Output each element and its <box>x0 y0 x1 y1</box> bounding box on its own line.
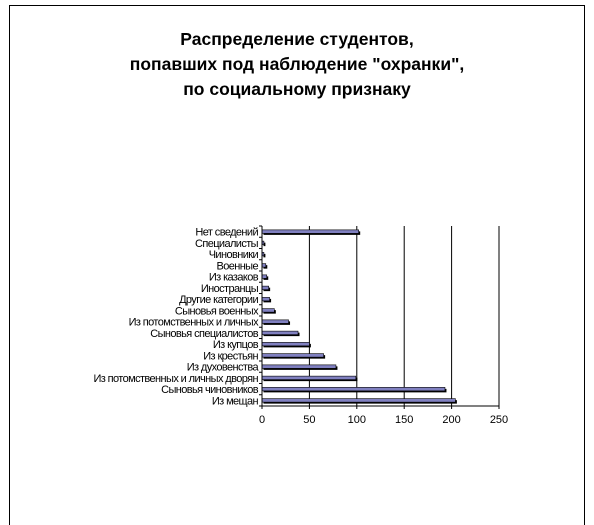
chart-title-line-2: попавших под наблюдение "охранки", <box>129 54 465 74</box>
category-label: Нет сведений <box>195 227 258 239</box>
category-label: Из мещан <box>212 395 259 407</box>
category-label: Сыновья чиновников <box>161 384 259 396</box>
bar <box>261 263 267 268</box>
bar <box>261 387 446 392</box>
x-tick-label: 0 <box>259 414 265 426</box>
category-label: Из потомственных и личных <box>129 317 259 329</box>
x-tick-label: 100 <box>348 414 366 426</box>
bar <box>261 285 269 290</box>
x-tick-label: 250 <box>490 414 508 426</box>
bar <box>261 330 299 335</box>
category-label: Сыновья специалистов <box>150 328 258 340</box>
category-label: Из крестьян <box>203 350 258 362</box>
x-tick-label: 200 <box>442 414 460 426</box>
chart-title-line-3: по социальному признаку <box>183 79 411 99</box>
chart-area <box>9 5 585 525</box>
category-label: Чиновники <box>209 249 259 261</box>
category-label: Иностранцы <box>201 283 259 295</box>
bar <box>261 342 310 347</box>
category-label: Из духовенства <box>187 362 260 374</box>
bar-shadow <box>263 253 266 258</box>
chart-title-line-1: Распределение студентов, <box>180 29 414 49</box>
tick-labels: 0 50 100 150 200 250 <box>259 414 508 426</box>
category-label: Из купцов <box>213 339 259 351</box>
bar-shadow <box>263 242 266 247</box>
bar <box>261 319 289 324</box>
axes <box>259 225 500 409</box>
x-tick-label: 150 <box>395 414 413 426</box>
category-label: Другие категории <box>179 294 258 306</box>
category-label: Специалисты <box>195 238 259 250</box>
category-label: Из потомственных и личных дворян <box>93 373 258 385</box>
bars <box>261 229 457 404</box>
category-label: Из казаков <box>209 272 259 284</box>
bar <box>261 274 268 279</box>
category-label: Сыновья военных <box>175 305 259 317</box>
bar <box>261 229 359 234</box>
bar <box>261 364 337 369</box>
x-tick-label: 50 <box>303 414 315 426</box>
bar <box>261 308 275 313</box>
bar <box>261 297 270 302</box>
bar <box>261 353 324 358</box>
chart-title: Распределение студентов, попавших под на… <box>0 27 594 102</box>
category-label: Военные <box>216 260 258 272</box>
bar <box>261 398 456 403</box>
bar <box>261 375 357 380</box>
